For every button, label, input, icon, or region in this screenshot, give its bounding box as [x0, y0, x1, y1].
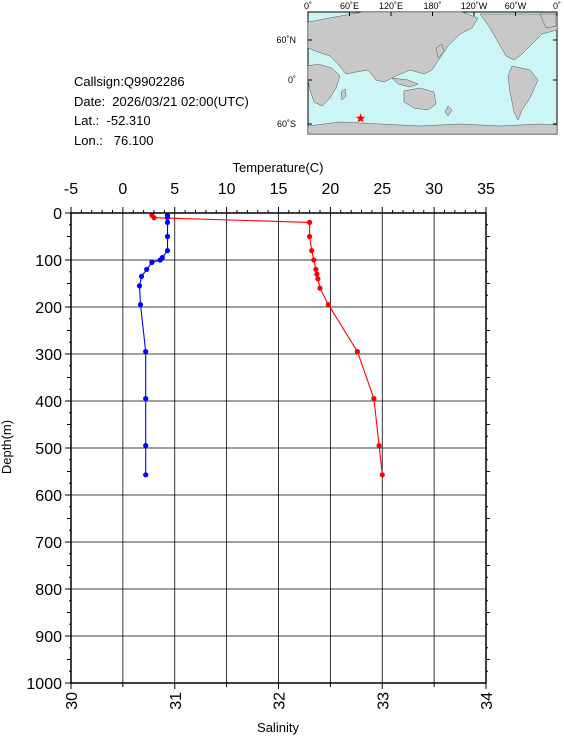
location-map: 0˚ 60˚E 120˚E 180˚ 120˚W 60˚W 0˚ 60˚N 0˚ 60˚S — [276, 1, 561, 135]
depth-tick-label: 100 — [35, 253, 62, 270]
temperature-data-point — [151, 215, 157, 221]
map-lon-label: 0˚ — [304, 1, 312, 11]
temperature-data-point — [371, 396, 377, 402]
latitude-text: Lat.: -52.310 — [74, 113, 151, 128]
star-icon — [355, 113, 366, 123]
map-land-indonesia — [391, 77, 419, 88]
map-lat-label: 60˚S — [277, 119, 296, 129]
plot-frame — [70, 212, 487, 684]
temperature-data-point — [307, 219, 313, 225]
depth-tick-label: 300 — [35, 347, 62, 364]
salinity-data-point — [164, 233, 171, 240]
temperature-data-point — [354, 349, 360, 355]
longitude-text: Lon.: 76.100 — [74, 132, 154, 148]
depth-tick-label: 400 — [35, 394, 62, 411]
salinity-data-point — [164, 215, 171, 221]
depth-tick-label: 1000 — [26, 676, 62, 693]
chart-grid — [70, 212, 487, 684]
map-land-madagascar — [340, 88, 347, 101]
date-text: Date: 2026/03/21 02:00(UTC) — [74, 93, 249, 109]
temperature-axis-title: Temperature(C) — [232, 160, 323, 175]
temperature-tick-label: 35 — [477, 181, 495, 198]
temperature-data-point — [313, 266, 319, 272]
depth-tick-label: 200 — [35, 300, 62, 317]
temperature-tick-label: 5 — [170, 181, 179, 198]
depth-tick-label: 500 — [35, 441, 62, 458]
map-lon-label: 180˚ — [423, 1, 441, 11]
salinity-profile-line — [138, 215, 169, 475]
temperature-profile-line — [151, 214, 383, 475]
salinity-data-point — [149, 259, 155, 265]
salinity-data-point — [137, 302, 144, 308]
salinity-axis-title: Salinity — [257, 720, 299, 735]
map-land-new-zealand — [444, 105, 453, 117]
salinity-data-point — [143, 396, 149, 402]
salinity-data-point — [136, 283, 143, 289]
salinity-tick-label: 31 — [168, 692, 185, 710]
map-land-antarctica — [307, 121, 558, 135]
salinity-tick-label: 32 — [272, 692, 289, 710]
map-lon-label: 0˚ — [553, 1, 561, 11]
temperature-tick-label: 25 — [373, 181, 391, 198]
temperature-data-point — [317, 285, 323, 291]
map-lon-label: 60˚W — [505, 1, 527, 11]
salinity-data-point — [157, 257, 163, 263]
salinity-data-point — [143, 472, 149, 478]
temperature-data-point — [315, 276, 321, 282]
salinity-tick-label: 34 — [479, 692, 496, 710]
salinity-data-point — [164, 248, 171, 254]
callsign-text: Callsign:Q9902286 — [74, 74, 185, 89]
depth-axis-title: Depth(m) — [0, 420, 14, 474]
station-info: Callsign:Q9902286 Date: 2026/03/21 02:00… — [74, 72, 249, 150]
temperature-data-point — [379, 472, 385, 478]
salinity-tick-label: 30 — [64, 692, 81, 710]
salinity-data-point — [144, 266, 150, 272]
temperature-data-point — [376, 443, 382, 449]
map-land-japan — [435, 43, 445, 59]
depth-tick-label: 0 — [53, 206, 62, 223]
salinity-data-point — [143, 443, 149, 449]
map-lat-label: 0˚ — [288, 75, 296, 85]
salinity-data-point — [138, 273, 145, 279]
temperature-tick-label: 30 — [425, 181, 443, 198]
depth-tick-label: 800 — [35, 582, 62, 599]
salinity-data-point — [164, 219, 171, 225]
map-land-south-america — [507, 65, 539, 121]
temperature-tick-label: 0 — [118, 181, 127, 198]
temperature-data-point — [311, 257, 317, 263]
map-land-north-america — [479, 13, 558, 61]
salinity-data-point — [143, 349, 149, 355]
temperature-tick-label: -5 — [64, 181, 78, 198]
temperature-data-point — [307, 233, 313, 240]
temperature-tick-label: 15 — [270, 181, 288, 198]
depth-tick-label: 600 — [35, 488, 62, 505]
map-axes: 0˚ 60˚E 120˚E 180˚ 120˚W 60˚W 0˚ 60˚N 0˚ 60˚S — [276, 1, 561, 129]
map-land-greenland — [539, 13, 557, 29]
temperature-data-point — [314, 271, 320, 277]
temperature-data-point — [309, 248, 315, 254]
map-lon-label: 120˚W — [461, 1, 488, 11]
map-land-asia — [307, 11, 479, 83]
depth-tick-label: 900 — [35, 629, 62, 646]
map-lon-label: 120˚E — [379, 1, 403, 11]
map-lat-label: 60˚N — [276, 35, 296, 45]
salinity-tick-label: 33 — [375, 692, 392, 710]
depth-tick-label: 700 — [35, 535, 62, 552]
temperature-data-point — [325, 302, 331, 308]
chart-series — [136, 212, 385, 478]
map-landmasses — [307, 11, 558, 135]
map-land-africa — [307, 63, 341, 107]
map-land-australia — [403, 87, 437, 111]
map-lon-label: 60˚E — [340, 1, 359, 11]
temperature-tick-label: 20 — [321, 181, 339, 198]
temperature-tick-label: 10 — [218, 181, 236, 198]
